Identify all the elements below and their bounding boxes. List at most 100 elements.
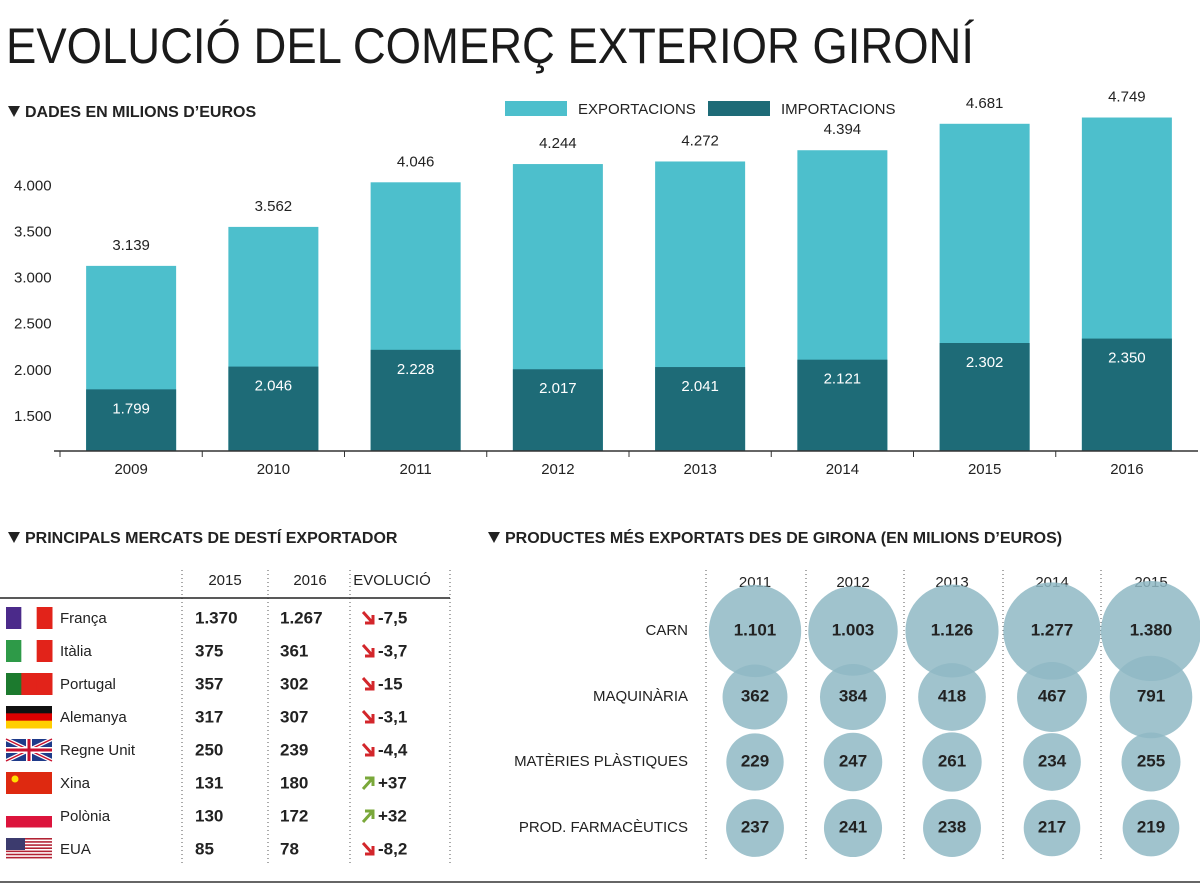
flag xyxy=(6,673,22,695)
trend-arrow xyxy=(361,841,375,856)
bubble xyxy=(1023,799,1081,857)
cell: 85 xyxy=(195,839,214,858)
bubble xyxy=(823,732,883,792)
legend-swatch xyxy=(708,101,770,116)
value-label: 2.350 xyxy=(1108,350,1146,367)
flag xyxy=(21,673,38,695)
cell: 180 xyxy=(280,773,308,792)
bubble xyxy=(1109,655,1193,739)
flag xyxy=(6,739,52,761)
flag xyxy=(6,841,52,843)
bar xyxy=(86,389,177,451)
cell: 375 xyxy=(195,641,223,660)
cell: 172 xyxy=(280,806,308,825)
bubble-label: 1.003 xyxy=(832,620,875,639)
row-label: PROD. FARMACÈUTICS xyxy=(519,819,688,836)
flag xyxy=(6,850,52,853)
trend-arrow xyxy=(361,676,375,691)
bar xyxy=(939,343,1030,451)
bar xyxy=(1081,338,1172,451)
value-label: 3.562 xyxy=(255,198,293,215)
value-label: 2.017 xyxy=(539,380,577,397)
cell: -8,2 xyxy=(378,839,407,858)
country: Xina xyxy=(60,775,91,792)
bubble xyxy=(708,584,802,678)
value-label: 2.121 xyxy=(824,371,862,388)
value-label: 4.046 xyxy=(397,153,435,170)
flag xyxy=(6,844,52,846)
flag xyxy=(21,640,38,662)
flag xyxy=(11,775,19,783)
value-label: 4.681 xyxy=(966,95,1004,112)
cell: 1.370 xyxy=(195,608,238,627)
country: Polònia xyxy=(60,808,111,825)
country: Alemanya xyxy=(60,709,127,726)
value-label: 2.046 xyxy=(255,378,293,395)
flag xyxy=(6,847,52,849)
flag xyxy=(36,607,53,629)
flag xyxy=(6,706,52,714)
cell: 302 xyxy=(280,674,308,693)
bubble-label: 238 xyxy=(938,817,966,836)
flag xyxy=(6,856,52,859)
bubble xyxy=(905,584,999,678)
bubble-label: 418 xyxy=(938,686,966,705)
x-tick-label: 2009 xyxy=(114,461,147,478)
value-label: 4.272 xyxy=(681,132,719,149)
x-tick-label: 2016 xyxy=(1110,461,1143,478)
y-tick-label: 1.500 xyxy=(14,408,52,425)
trend-arrow xyxy=(361,776,375,791)
flag xyxy=(6,640,22,662)
bubble-label: 234 xyxy=(1038,751,1067,770)
bubble-label: 362 xyxy=(741,686,769,705)
cell: -3,7 xyxy=(378,641,407,660)
cell: -3,1 xyxy=(378,707,407,726)
bubble-label: 229 xyxy=(741,751,769,770)
flag xyxy=(21,607,38,629)
bubble xyxy=(1023,733,1081,791)
cell: 239 xyxy=(280,740,308,759)
trend-arrow xyxy=(361,643,375,658)
value-label: 2.228 xyxy=(397,361,435,378)
x-tick-label: 2011 xyxy=(399,461,431,478)
value-label: 3.139 xyxy=(112,237,150,254)
flag xyxy=(6,816,52,828)
flag xyxy=(6,720,52,729)
row-label: CARN xyxy=(645,622,688,639)
country: Itàlia xyxy=(60,643,92,660)
x-tick-label: 2014 xyxy=(826,461,859,478)
x-tick-label: 2015 xyxy=(968,461,1001,478)
bubble-label: 255 xyxy=(1137,751,1165,770)
marker xyxy=(8,106,20,117)
bar xyxy=(655,367,746,451)
column-header: EVOLUCIÓ xyxy=(353,572,431,589)
bubble xyxy=(819,663,887,731)
row-label: MAQUINÀRIA xyxy=(593,688,688,705)
cell: 307 xyxy=(280,707,308,726)
value-label: 2.041 xyxy=(681,378,719,395)
page-title: EVOLUCIÓ DEL COMERÇ EXTERIOR GIRONÍ xyxy=(6,18,974,74)
cell: +32 xyxy=(378,806,407,825)
bar xyxy=(512,369,603,451)
trend-arrow xyxy=(361,610,375,625)
y-tick-label: 2.000 xyxy=(14,362,52,379)
value-label: 4.394 xyxy=(824,121,862,138)
flag xyxy=(36,673,53,695)
value-label: 1.799 xyxy=(112,400,150,417)
cell: 131 xyxy=(195,773,223,792)
bubble xyxy=(1121,732,1181,792)
x-tick-label: 2012 xyxy=(541,461,574,478)
legend-swatch xyxy=(505,101,567,116)
cell: 130 xyxy=(195,806,223,825)
value-label: 2.302 xyxy=(966,354,1004,371)
bubble-label: 247 xyxy=(839,751,867,770)
bubble-label: 1.277 xyxy=(1031,620,1074,639)
bubble-label: 1.380 xyxy=(1130,620,1173,639)
y-tick-label: 2.500 xyxy=(14,316,52,333)
flag xyxy=(6,838,52,840)
bubble xyxy=(726,733,784,791)
marker xyxy=(8,532,20,543)
flag xyxy=(6,772,52,794)
